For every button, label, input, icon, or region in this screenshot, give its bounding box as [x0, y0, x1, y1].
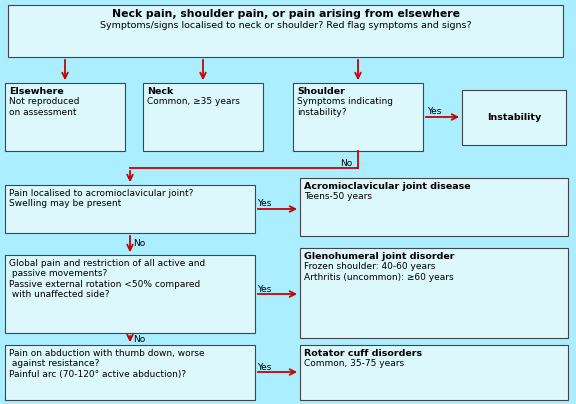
- Text: Elsewhere: Elsewhere: [9, 87, 64, 96]
- Text: Neck: Neck: [147, 87, 173, 96]
- FancyBboxPatch shape: [5, 83, 125, 151]
- Text: Symptoms indicating
instability?: Symptoms indicating instability?: [297, 97, 393, 117]
- Text: Frozen shoulder: 40-60 years
Arthritis (uncommon): ≥60 years: Frozen shoulder: 40-60 years Arthritis (…: [304, 262, 454, 282]
- Text: Acromioclavicular joint disease: Acromioclavicular joint disease: [304, 182, 471, 191]
- FancyBboxPatch shape: [143, 83, 263, 151]
- FancyBboxPatch shape: [462, 90, 566, 145]
- Text: Global pain and restriction of all active and
 passive movements?
Passive extern: Global pain and restriction of all activ…: [9, 259, 205, 299]
- FancyBboxPatch shape: [300, 345, 568, 400]
- FancyBboxPatch shape: [8, 5, 563, 57]
- Text: Instability: Instability: [487, 113, 541, 122]
- Text: Yes: Yes: [257, 284, 271, 293]
- FancyBboxPatch shape: [300, 178, 568, 236]
- Text: Rotator cuff disorders: Rotator cuff disorders: [304, 349, 422, 358]
- Text: Shoulder: Shoulder: [297, 87, 345, 96]
- Text: Common, 35-75 years: Common, 35-75 years: [304, 359, 404, 368]
- Text: Yes: Yes: [427, 107, 441, 116]
- FancyBboxPatch shape: [5, 255, 255, 333]
- Text: No: No: [133, 335, 145, 343]
- FancyBboxPatch shape: [300, 248, 568, 338]
- Text: Common, ≥35 years: Common, ≥35 years: [147, 97, 240, 106]
- FancyBboxPatch shape: [5, 185, 255, 233]
- Text: No: No: [133, 240, 145, 248]
- Text: Yes: Yes: [257, 200, 271, 208]
- Text: Pain on abduction with thumb down, worse
 against resistance?
Painful arc (70-12: Pain on abduction with thumb down, worse…: [9, 349, 204, 379]
- Text: Symptoms/signs localised to neck or shoulder? Red flag symptoms and signs?: Symptoms/signs localised to neck or shou…: [100, 21, 471, 30]
- Text: Teens-50 years: Teens-50 years: [304, 192, 372, 201]
- Text: Not reproduced
on assessment: Not reproduced on assessment: [9, 97, 79, 117]
- Text: Pain localised to acromioclavicular joint?
Swelling may be present: Pain localised to acromioclavicular join…: [9, 189, 194, 208]
- Text: Glenohumeral joint disorder: Glenohumeral joint disorder: [304, 252, 454, 261]
- Text: No: No: [340, 158, 353, 168]
- FancyBboxPatch shape: [293, 83, 423, 151]
- Text: Yes: Yes: [257, 362, 271, 372]
- FancyBboxPatch shape: [5, 345, 255, 400]
- Text: Neck pain, shoulder pain, or pain arising from elsewhere: Neck pain, shoulder pain, or pain arisin…: [112, 9, 460, 19]
